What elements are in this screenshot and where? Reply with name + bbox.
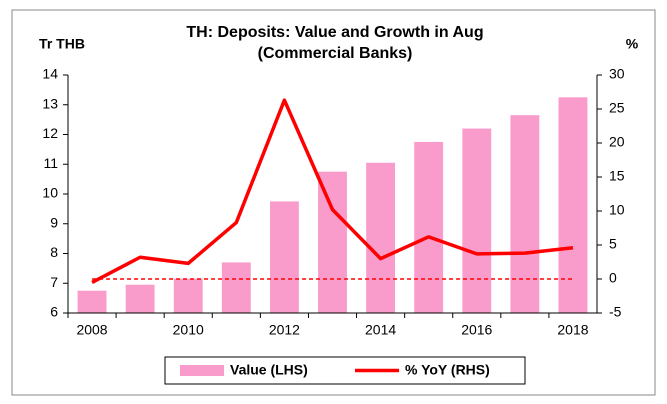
bar — [173, 278, 203, 313]
y-tick-label: 13 — [42, 95, 58, 111]
y2-tick-label: 10 — [609, 202, 625, 218]
y-axis-label: Tr THB — [39, 36, 85, 52]
y-tick-label: 14 — [42, 66, 58, 82]
bar — [318, 171, 347, 313]
legend-box — [164, 356, 526, 385]
y2-tick-label: -5 — [609, 304, 622, 320]
bar — [414, 141, 444, 313]
y2-tick-label: 30 — [609, 66, 625, 82]
legend-swatch — [180, 365, 224, 376]
bar — [462, 128, 492, 313]
legend-label: % YoY (RHS) — [405, 362, 490, 378]
legend-label: Value (LHS) — [230, 362, 308, 378]
bar — [558, 97, 588, 313]
bar — [510, 115, 540, 313]
bar — [269, 201, 299, 313]
y2-axis-label: % — [626, 36, 639, 52]
y-tick-label: 6 — [50, 304, 58, 320]
bar — [366, 162, 396, 313]
x-tick-label: 2008 — [76, 322, 107, 338]
y-tick-label: 12 — [42, 125, 58, 141]
y-tick-label: 8 — [50, 244, 58, 260]
x-tick-label: 2014 — [365, 322, 396, 338]
chart-subtitle: (Commercial Banks) — [258, 45, 413, 62]
y2-tick-label: 15 — [609, 168, 625, 184]
y2-tick-label: 25 — [609, 100, 625, 116]
bar — [125, 284, 155, 313]
y-tick-label: 7 — [50, 274, 58, 290]
y-tick-label: 10 — [42, 185, 58, 201]
chart-title: TH: Deposits: Value and Growth in Aug — [186, 24, 483, 41]
bar — [221, 262, 251, 313]
y-tick-label: 9 — [50, 214, 58, 230]
bar — [77, 290, 107, 313]
line — [91, 98, 574, 284]
x-tick-label: 2016 — [461, 322, 492, 338]
y2-tick-label: 0 — [609, 270, 617, 286]
y-tick-label: 11 — [43, 155, 58, 171]
y2-tick-label: 5 — [609, 236, 617, 252]
x-tick-label: 2010 — [173, 322, 204, 338]
y2-tick-label: 20 — [609, 134, 625, 150]
x-tick-label: 2012 — [269, 322, 300, 338]
x-tick-label: 2018 — [557, 322, 588, 338]
